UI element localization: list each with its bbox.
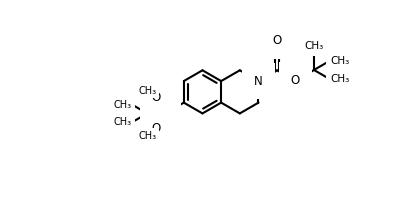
Text: CH₃: CH₃ — [331, 56, 350, 66]
Text: CH₃: CH₃ — [114, 117, 132, 127]
Text: O: O — [152, 92, 161, 104]
Text: O: O — [273, 34, 282, 47]
Text: CH₃: CH₃ — [138, 86, 156, 95]
Text: CH₃: CH₃ — [331, 74, 350, 84]
Text: B: B — [161, 107, 169, 120]
Text: N: N — [254, 75, 263, 88]
Text: CH₃: CH₃ — [138, 131, 156, 141]
Text: CH₃: CH₃ — [114, 100, 132, 110]
Text: CH₃: CH₃ — [304, 41, 324, 51]
Text: O: O — [152, 122, 161, 135]
Text: O: O — [291, 74, 300, 87]
